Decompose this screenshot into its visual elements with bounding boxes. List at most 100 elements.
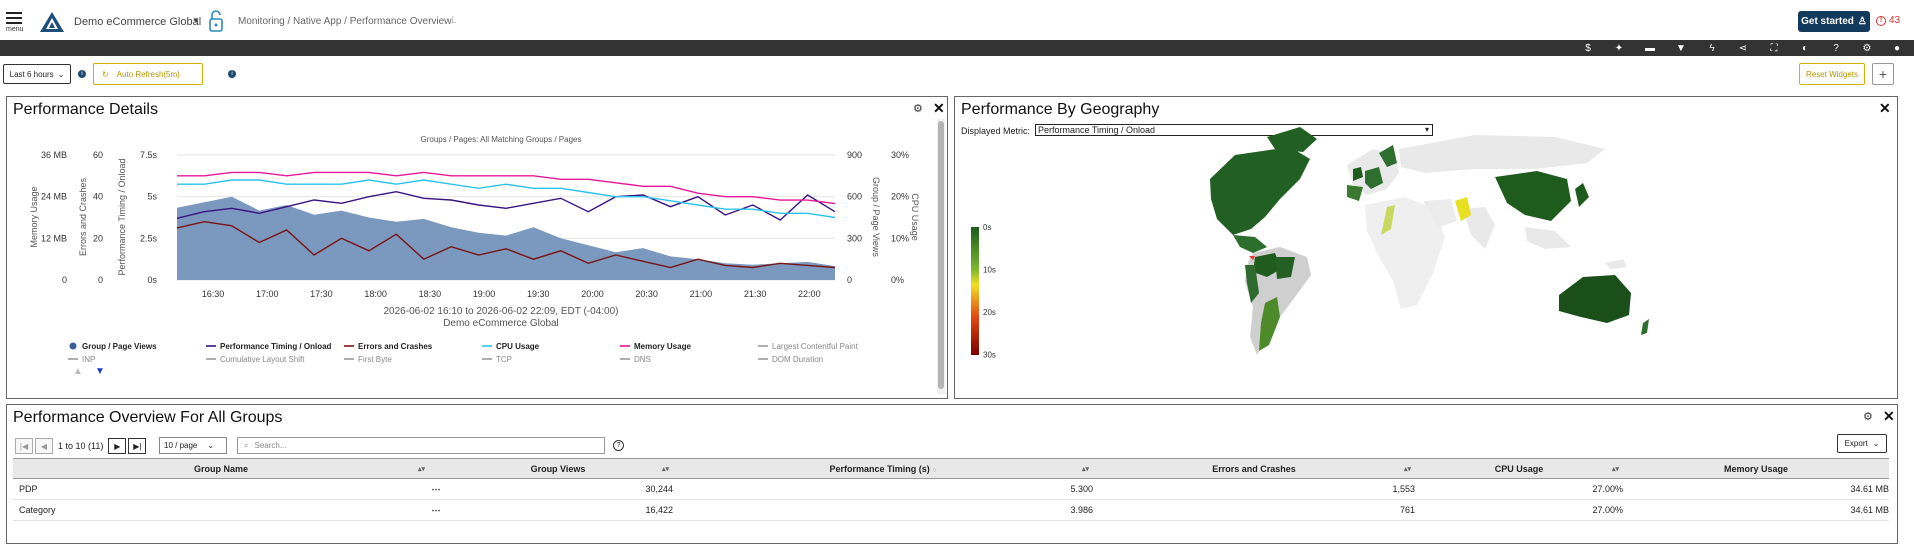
column-header[interactable]: Errors and Crashes ▴▾ <box>1093 458 1415 479</box>
comment-icon[interactable]: ▬ <box>1645 42 1655 54</box>
column-header[interactable]: Performance Timing (s) ○ ▴▾ <box>673 458 1093 479</box>
map-region-north-america[interactable] <box>1210 147 1310 235</box>
map-region-china[interactable] <box>1495 171 1571 221</box>
gear-icon[interactable]: ⚙ <box>1863 411 1873 423</box>
y-tick-label: 0 <box>62 275 67 285</box>
y-tick-label: 20% <box>891 192 909 202</box>
map-region-australia[interactable] <box>1559 275 1631 323</box>
close-icon[interactable]: ✕ <box>933 100 945 116</box>
chevron-down-icon: ▾ <box>1424 125 1429 134</box>
legend-label: CPU Usage <box>496 342 540 351</box>
y-tick-label: 900 <box>847 150 862 160</box>
column-header[interactable]: Memory Usage <box>1623 458 1889 479</box>
gear-icon[interactable]: ⚙ <box>913 103 923 115</box>
y-tick-label: 0 <box>98 275 103 285</box>
help-icon[interactable]: ? <box>1833 42 1839 54</box>
auto-refresh-button[interactable]: ↻ Auto Refresh(5m) <box>93 63 203 85</box>
legend-item[interactable]: Cumulative Layout Shift <box>206 355 305 364</box>
user-icon[interactable]: ● <box>1893 42 1901 54</box>
share-icon[interactable]: ⋖ <box>1738 42 1748 54</box>
breadcrumb[interactable]: Monitoring / Native App / Performance Ov… <box>238 16 452 27</box>
prev-page-button[interactable]: ◀ <box>35 438 53 454</box>
map-region-india[interactable] <box>1463 207 1495 249</box>
map-region-japan[interactable] <box>1575 183 1589 207</box>
map-region-russia[interactable] <box>1399 135 1605 173</box>
get-started-button[interactable]: Get started ♙ <box>1798 11 1870 32</box>
map-region-france[interactable] <box>1365 167 1383 189</box>
world-map[interactable]: 0s 10s 20s 30s <box>955 97 1899 400</box>
legend-prev-icon[interactable]: ▲ <box>73 366 83 377</box>
y-tick-label: 300 <box>847 233 862 243</box>
magic-icon[interactable]: ✦ <box>1614 42 1624 54</box>
pin-icon[interactable]: ⊥ <box>448 15 457 26</box>
action-toolbar: $ ✦ ▬ ▼ ϟ ⋖ ⛶ ◐ ? ⚙ ● <box>0 40 1914 56</box>
gear-icon[interactable]: ⚙ <box>1862 42 1872 54</box>
caret-down-icon[interactable]: ▼ <box>192 16 200 25</box>
close-icon[interactable]: ✕ <box>1883 408 1895 424</box>
column-header[interactable]: Group Name ▴▾ <box>13 458 429 479</box>
legend-item[interactable]: CPU Usage <box>482 342 540 351</box>
time-range-dropdown[interactable]: Last 6 hours ⌄ <box>3 64 71 84</box>
menu-button[interactable]: menu <box>6 10 28 36</box>
info-icon[interactable]: i <box>228 70 236 78</box>
app-logo-icon[interactable] <box>40 12 64 37</box>
reset-widgets-button[interactable]: Reset Widgets <box>1799 63 1865 85</box>
dollar-icon[interactable]: $ <box>1585 42 1591 54</box>
legend-item[interactable]: TCP <box>482 355 512 364</box>
map-region-greenland[interactable] <box>1267 127 1317 152</box>
export-button[interactable]: Export ⌄ <box>1837 434 1887 453</box>
legend-item[interactable]: Group / Page Views <box>69 342 158 351</box>
search-input[interactable]: ⌕ Search... <box>237 437 605 454</box>
lock-icon[interactable] <box>208 9 224 38</box>
app-selector[interactable]: Demo eCommerce Global <box>74 16 202 28</box>
column-header <box>429 458 443 479</box>
add-widget-button[interactable]: + <box>1872 63 1894 85</box>
next-page-button[interactable]: ▶ <box>108 438 127 454</box>
filter-icon[interactable]: ▼ <box>1676 42 1686 54</box>
x-tick-label: 17:30 <box>310 289 333 299</box>
performance-chart[interactable]: Groups / Pages: All Matching Groups / Pa… <box>7 97 933 397</box>
row-menu-icon[interactable]: ⋯ <box>429 499 443 521</box>
fullscreen-icon[interactable]: ⛶ <box>1770 42 1778 54</box>
map-region-new-zealand[interactable] <box>1641 319 1649 335</box>
group-name-cell[interactable]: PDP <box>13 478 429 500</box>
contrast-icon[interactable]: ◐ <box>1801 42 1809 54</box>
info-icon[interactable]: i <box>78 70 86 78</box>
map-region-argentina[interactable] <box>1259 297 1280 351</box>
group-name-cell[interactable]: Category <box>13 499 429 521</box>
table-row[interactable]: PDP ⋯ 30,244 5.300 1,553 27.00% 34.61 MB <box>13 478 1889 500</box>
legend-item[interactable]: Errors and Crashes <box>344 342 433 351</box>
metric-select[interactable]: Performance Timing / Onload ▾ <box>1035 124 1433 136</box>
legend-item[interactable]: DNS <box>620 355 651 364</box>
map-region-central-america[interactable] <box>1233 235 1267 253</box>
legend-next-icon[interactable]: ▼ <box>95 366 105 377</box>
legend-item[interactable]: Largest Contentful Paint <box>758 342 859 351</box>
scrollbar[interactable] <box>937 119 945 394</box>
y-tick-label: 20 <box>93 233 103 243</box>
performance-by-geography-panel: Performance By Geography ✕ Displayed Met… <box>954 96 1898 399</box>
alerts-indicator[interactable]: ! 43 <box>1876 15 1900 26</box>
help-icon[interactable]: ? <box>613 440 624 451</box>
last-page-button[interactable]: ▶| <box>128 438 147 454</box>
first-page-button[interactable]: |◀ <box>15 438 33 454</box>
close-icon[interactable]: ✕ <box>1879 100 1891 116</box>
legend-item[interactable]: Performance Timing / Onload <box>206 342 332 351</box>
legend-item[interactable]: First Byte <box>344 355 392 364</box>
y-axis-label: Group / Page Views <box>871 177 881 257</box>
column-header[interactable]: CPU Usage ▴▾ <box>1415 458 1623 479</box>
map-region-iberia[interactable] <box>1347 185 1363 201</box>
legend-item[interactable]: Memory Usage <box>620 342 691 351</box>
map-region-uk[interactable] <box>1353 167 1363 181</box>
bolt-icon[interactable]: ϟ <box>1709 42 1715 54</box>
legend-item[interactable]: DOM Duration <box>758 355 823 364</box>
hamburger-icon <box>6 12 22 14</box>
per-page-select[interactable]: 10 / page ⌄ <box>159 437 227 454</box>
panel-title: Performance Details <box>13 101 158 118</box>
table-row[interactable]: Category ⋯ 16,422 3.986 761 27.00% 34.61… <box>13 499 1889 521</box>
y-tick-label: 12 MB <box>41 233 67 243</box>
column-header[interactable]: Group Views ▴▾ <box>443 458 673 479</box>
row-menu-icon[interactable]: ⋯ <box>429 478 443 500</box>
map-region-pakistan[interactable] <box>1455 197 1471 221</box>
legend-item[interactable]: INP <box>68 355 95 364</box>
x-axis-range-label: 2026-06-02 16:10 to 2026-06-02 22:09, ED… <box>384 306 619 317</box>
